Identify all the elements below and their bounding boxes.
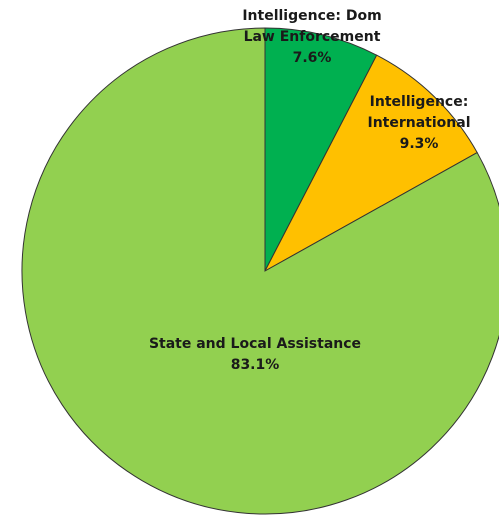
slice-label-line: Law Enforcement — [244, 29, 381, 45]
slice-value-label: 7.6% — [293, 50, 332, 66]
pie-slice-state-and-local-assistance — [21, 27, 499, 515]
pie-slice-intelligence-international — [263, 54, 478, 273]
slice-label-line: International — [367, 115, 470, 131]
pie-slice-intelligence-dom-law-enforcement — [264, 27, 378, 272]
slice-label-line: State and Local Assistance — [149, 336, 361, 352]
slice-label-line: Intelligence: — [370, 94, 469, 110]
slice-value-label: 83.1% — [231, 357, 280, 373]
slice-label-state-and-local-assistance: State and Local Assistance 83.1% — [149, 336, 361, 373]
slice-label-line: Intelligence: Dom — [242, 8, 381, 24]
pie-slices — [21, 27, 499, 515]
pie-labels: Intelligence: Dom Law Enforcement 7.6%Inte… — [149, 8, 471, 373]
slice-label-intelligence-international: Intelligence: International 9.3% — [367, 94, 470, 152]
slice-value-label: 9.3% — [400, 136, 439, 152]
slice-label-intelligence-dom-law-enforcement: Intelligence: Dom Law Enforcement 7.6% — [242, 8, 381, 66]
